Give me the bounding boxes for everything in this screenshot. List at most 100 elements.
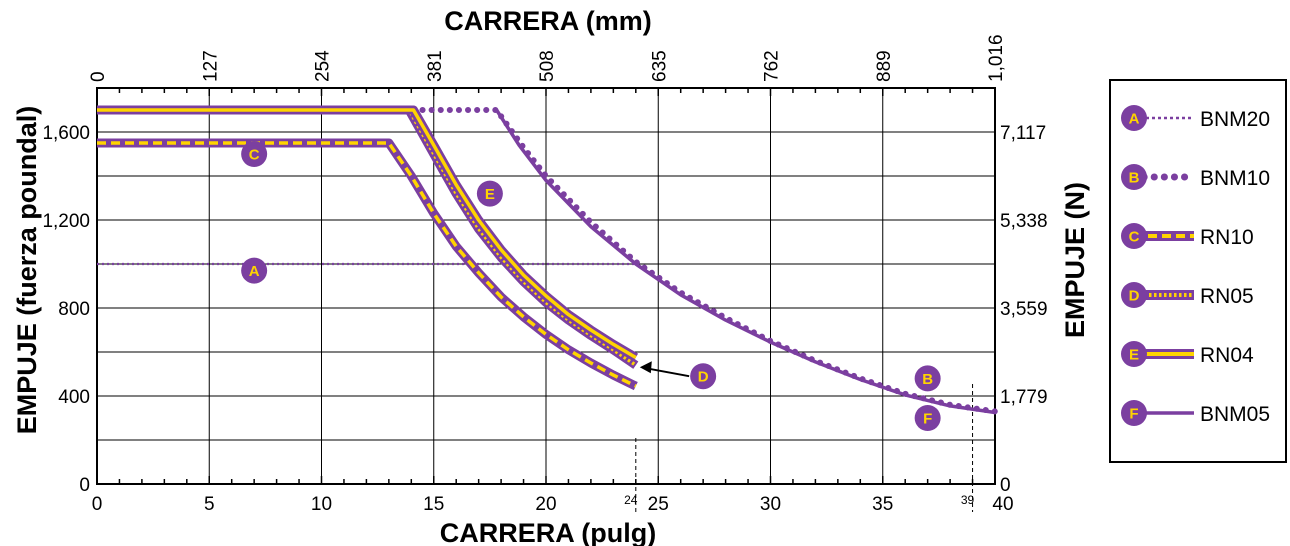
badge-E-circle: [476, 180, 503, 207]
badge-D-circle: [690, 363, 717, 390]
x-top-tick-label: 254: [313, 50, 334, 82]
legend-badge-B-circle: [1121, 164, 1147, 190]
x-bottom-tick-label: 15: [423, 494, 444, 515]
badge-C: C: [241, 141, 268, 167]
tick-labels: 0 5 10 15 20 25 30 35 40 24 39 0 127 254 381 508 635 762 8…: [42, 34, 1047, 515]
y-left-tick-label: 1,200: [42, 211, 90, 232]
series-RN10: [97, 138, 638, 391]
x-bottom-tick-label: 35: [872, 494, 893, 515]
legend-badge-F: F: [1121, 400, 1147, 426]
legend-badge-E-circle: [1121, 341, 1147, 367]
legend-badge-E-label: E: [1129, 347, 1139, 364]
legend-label-RN10: RN10: [1200, 226, 1254, 249]
badge-A-circle: [241, 257, 268, 284]
x-bottom-tick-label: 40: [992, 494, 1013, 515]
badge-E: E: [476, 180, 503, 207]
legend-entry-RN05: D RN05: [1121, 282, 1254, 308]
badge-A: A: [241, 257, 268, 284]
x-top-tick-label: 635: [649, 50, 670, 82]
y-right-tick-label: 1,779: [1000, 387, 1048, 408]
y-right-tick-label: 7,117: [1000, 123, 1046, 144]
badge-B: B: [914, 365, 941, 392]
legend-badge-C-label: C: [1129, 229, 1140, 246]
y-right-tick-label: 5,338: [1000, 211, 1048, 232]
legend-entry-RN04: E RN04: [1121, 341, 1254, 367]
x-top-tick-label: 889: [874, 50, 895, 82]
series-lines: [97, 105, 998, 415]
legend-label-RN04: RN04: [1200, 344, 1254, 367]
y-left-tick-label: 800: [58, 299, 90, 320]
badge-F: F: [914, 405, 941, 431]
legend-badge-A: A: [1121, 105, 1147, 131]
x-bottom-tick-label: 5: [204, 494, 215, 515]
series-line-BNM05: [495, 109, 996, 415]
series-line-RN05: [97, 108, 637, 367]
legend-label-BNM20: BNM20: [1200, 108, 1270, 131]
legend-badge-B: B: [1121, 164, 1147, 190]
legend-entry-BNM20: A BNM20: [1121, 105, 1270, 131]
legend-box: [1109, 79, 1287, 463]
series-line-RN10: [97, 141, 637, 388]
arrow-head: [639, 361, 652, 374]
x-top-tick-label: 0: [88, 71, 109, 82]
x-top-tick-label: 127: [200, 50, 221, 82]
badge-B-circle: [914, 365, 941, 392]
legend-badge-D: D: [1121, 282, 1147, 308]
series-line-RN04: [97, 108, 637, 360]
badge-F-label: F: [923, 411, 932, 428]
legend-badge-F-circle: [1121, 400, 1147, 426]
badge-E-label: E: [485, 186, 495, 203]
legend-badge-F-label: F: [1129, 406, 1138, 423]
legend-badge-D-circle: [1121, 282, 1147, 308]
series-BNM10: [419, 107, 998, 415]
series-RN04: [97, 105, 639, 362]
legend-badge-C-circle: [1121, 223, 1147, 249]
legend-badge-A-circle: [1121, 105, 1147, 131]
x-top-axis-title: CARRERA (mm): [444, 6, 652, 36]
badge-C-label: C: [249, 147, 260, 164]
x-bottom-tick-label: 20: [535, 494, 556, 515]
legend-badge-D-label: D: [1129, 288, 1140, 305]
x-top-tick-label: 762: [762, 50, 783, 82]
x-bottom-tick-label: 30: [760, 494, 781, 515]
x-bottom-tick-label: 0: [92, 494, 103, 515]
y-left-axis-title: EMPUJE (fuerza poundal): [12, 106, 42, 435]
badge-D-label: D: [698, 369, 709, 386]
legend: A BNM20 B BNM10 C RN10 D RN05 E RN04 F BNM05: [1109, 79, 1287, 463]
series-line-RN05: [97, 105, 639, 369]
badge-A-label: A: [249, 263, 260, 280]
y-right-axis-title: EMPUJE (N): [1060, 182, 1090, 338]
x-bottom-marked-label: 39: [961, 493, 975, 507]
y-left-tick-label: 0: [79, 475, 90, 496]
badge-B-label: B: [922, 371, 933, 388]
y-right-tick-label: 0: [1000, 475, 1011, 496]
badge-C-circle: [241, 141, 268, 167]
x-top-tick-label: 1,016: [986, 34, 1007, 82]
x-top-tick-label: 508: [537, 50, 558, 82]
x-bottom-axis-title: CARRERA (pulg): [440, 518, 656, 546]
legend-label-BNM05: BNM05: [1200, 403, 1270, 426]
series-BNM05: [495, 109, 996, 415]
legend-entry-RN10: C RN10: [1121, 223, 1254, 249]
y-left-tick-label: 400: [58, 387, 90, 408]
x-bottom-marked-label: 24: [624, 493, 638, 507]
legend-badge-E: E: [1121, 341, 1147, 367]
legend-label-RN05: RN05: [1200, 285, 1254, 308]
legend-entry-BNM05: F BNM05: [1121, 400, 1270, 426]
y-right-tick-label: 3,559: [1000, 299, 1048, 320]
legend-badge-C: C: [1121, 223, 1147, 249]
y-left-tick-label: 1,600: [42, 123, 90, 144]
legend-badge-A-label: A: [1129, 111, 1140, 128]
series-RN05: [97, 105, 639, 369]
x-bottom-tick-label: 10: [311, 494, 332, 515]
legend-entry-BNM10: B BNM10: [1121, 164, 1270, 190]
x-top-tick-label: 381: [425, 50, 446, 82]
x-bottom-tick-label: 25: [648, 494, 669, 515]
arrow-line: [645, 367, 690, 378]
series-badges: A B C D E F: [241, 141, 941, 431]
series-line-BNM10: [419, 107, 998, 415]
legend-label-BNM10: BNM10: [1200, 167, 1270, 190]
legend-badge-B-label: B: [1129, 170, 1140, 187]
badge-F-circle: [914, 405, 941, 431]
